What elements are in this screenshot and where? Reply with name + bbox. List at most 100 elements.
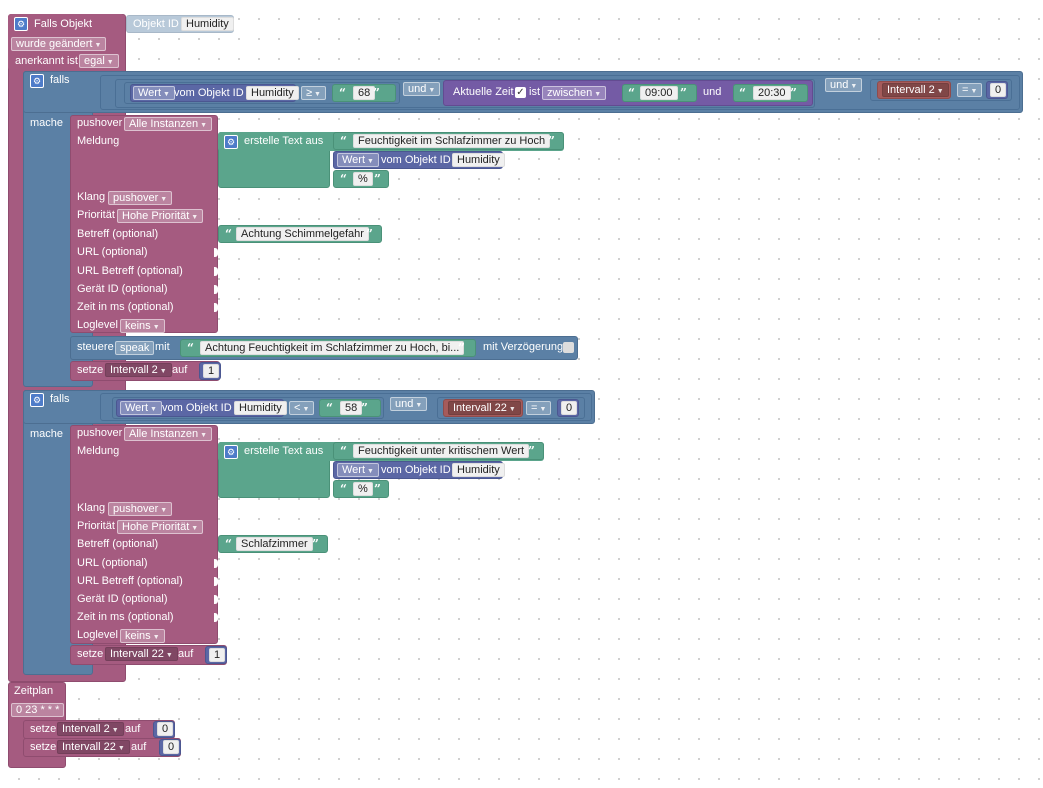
eq-dropdown-1[interactable]: = ▼ <box>957 83 983 97</box>
und-dropdown-1[interactable]: und ▼ <box>403 82 441 96</box>
cron-field[interactable]: 0 23 * * * <box>11 703 65 717</box>
loglevel-dropdown-2[interactable]: keins ▼ <box>120 629 165 643</box>
ack-dropdown[interactable]: egal ▼ <box>79 54 119 68</box>
wert-dropdown-2b[interactable]: Wert ▼ <box>337 463 379 477</box>
url-label: URL (optional) <box>77 246 148 258</box>
objekt-id-field[interactable]: Humidity <box>181 17 234 31</box>
setze-label: setze <box>77 648 104 660</box>
klang-dropdown-1[interactable]: pushover ▼ <box>108 191 173 205</box>
meldung-label: Meldung <box>77 135 120 147</box>
prio-label: Priorität <box>77 209 115 221</box>
pushover-block-1[interactable] <box>70 115 218 333</box>
betreff-label: Betreff (optional) <box>77 228 159 240</box>
verzoegerung-label: mit Verzögerung <box>483 341 564 353</box>
chevron-down-icon: ▼ <box>367 468 374 475</box>
und-dropdown-2[interactable]: und ▼ <box>825 78 863 92</box>
prio-dropdown-2[interactable]: Hohe Priorität ▼ <box>117 520 204 534</box>
operator-dropdown-1[interactable]: ≥ ▼ <box>301 86 326 100</box>
eq-dropdown-2[interactable]: = ▼ <box>526 401 552 415</box>
number-field-1[interactable]: 68 <box>353 86 376 100</box>
gear-icon[interactable]: ⚙ <box>30 74 44 88</box>
number-zero-1[interactable]: 0 <box>990 83 1007 97</box>
changed-dropdown[interactable]: wurde geändert ▼ <box>11 37 107 51</box>
steuere-text-field[interactable]: Achtung Feuchtigkeit im Schlafzimmer zu … <box>200 341 465 355</box>
quote-icon: “ <box>340 482 347 496</box>
setze-var-dropdown-4[interactable]: Intervall 22 ▼ <box>57 740 130 754</box>
klang-dropdown-2[interactable]: pushover ▼ <box>108 502 173 516</box>
vom-objekt-id-label: vom Objekt ID <box>162 402 232 414</box>
prio-dropdown-1[interactable]: Hohe Priorität ▼ <box>117 209 204 223</box>
chevron-down-icon: ▼ <box>152 634 160 641</box>
wert-dropdown-2[interactable]: Wert ▼ <box>120 401 162 415</box>
text-field-2a[interactable]: Feuchtigkeit unter kritischem Wert <box>353 444 530 458</box>
gear-icon[interactable]: ⚙ <box>224 445 238 459</box>
betreff-field-1[interactable]: Achtung Schimmelgefahr <box>236 227 369 241</box>
erstelle-label: erstelle Text aus <box>244 135 324 147</box>
checkbox-icon[interactable] <box>563 342 574 353</box>
number-zero-2[interactable]: 0 <box>561 401 578 415</box>
chevron-down-icon: ▼ <box>302 406 310 413</box>
time-label: Aktuelle Zeit <box>453 86 514 98</box>
quote-icon: ” <box>366 227 373 241</box>
time-end-field[interactable]: 20:30 <box>753 86 791 100</box>
quote-icon: ” <box>312 537 319 551</box>
quote-icon: “ <box>225 537 232 551</box>
objekt-id-field-1[interactable]: Humidity <box>246 86 299 100</box>
loglevel-label: Loglevel <box>77 319 118 331</box>
number-field-2[interactable]: 58 <box>340 401 363 415</box>
objekt-id-field-2[interactable]: Humidity <box>234 401 287 415</box>
setze-var-dropdown-1[interactable]: Intervall 2 ▼ <box>105 363 172 377</box>
setze-value-3[interactable]: 0 <box>157 722 174 736</box>
quote-icon: “ <box>225 227 232 241</box>
steuere-target-dropdown[interactable]: speak <box>115 341 155 355</box>
meldung-label: Meldung <box>77 445 120 457</box>
wert-dropdown-1b[interactable]: Wert ▼ <box>337 153 379 167</box>
variable-block-1[interactable] <box>877 81 951 99</box>
gear-icon[interactable]: ⚙ <box>30 393 44 407</box>
instance-dropdown-2[interactable]: Alle Instanzen ▼ <box>124 427 213 441</box>
operator-dropdown-2[interactable]: < ▼ <box>289 401 315 415</box>
input-connector <box>214 577 218 586</box>
setze-value-1[interactable]: 1 <box>203 364 220 378</box>
text-field-1a[interactable]: Feuchtigkeit im Schlafzimmer zu Hoch <box>353 134 551 148</box>
event-label: Falls Objekt <box>34 18 93 30</box>
instance-dropdown-1[interactable]: Alle Instanzen ▼ <box>124 117 213 131</box>
prio-label: Priorität <box>77 520 115 532</box>
klang-label: Klang <box>77 191 106 203</box>
loglevel-dropdown-1[interactable]: keins ▼ <box>120 319 165 333</box>
zwischen-dropdown[interactable]: zwischen ▼ <box>542 86 607 100</box>
pushover-block-2[interactable] <box>70 425 218 644</box>
input-connector <box>214 613 218 622</box>
checkbox-icon[interactable]: ✓ <box>515 87 526 98</box>
time-start-field[interactable]: 09:00 <box>640 86 678 100</box>
objekt-id-field-1b[interactable]: Humidity <box>452 153 505 167</box>
klang-label: Klang <box>77 502 106 514</box>
quote-icon: ” <box>374 172 381 186</box>
wert-dropdown-1[interactable]: Wert ▼ <box>133 86 175 100</box>
pct-field-2[interactable]: % <box>353 482 373 496</box>
betreff-field-2[interactable]: Schlafzimmer <box>236 537 313 551</box>
auf-label: auf <box>125 723 141 735</box>
setze-value-4[interactable]: 0 <box>163 740 180 754</box>
chevron-down-icon: ▼ <box>152 324 160 331</box>
und-dropdown-3[interactable]: und ▼ <box>390 397 428 411</box>
gear-icon[interactable]: ⚙ <box>224 135 238 149</box>
variable-block-2[interactable] <box>443 399 523 417</box>
objekt-id-field-2b[interactable]: Humidity <box>452 463 505 477</box>
gear-icon[interactable]: ⚙ <box>14 17 28 31</box>
input-connector <box>214 595 218 604</box>
variable-dropdown-2[interactable]: Intervall 22 ▼ <box>448 401 521 415</box>
pct-field-1[interactable]: % <box>353 172 373 186</box>
input-connector <box>214 285 218 294</box>
setze-var-dropdown-2[interactable]: Intervall 22 ▼ <box>105 647 178 661</box>
variable-dropdown-1[interactable]: Intervall 2 ▼ <box>882 83 949 97</box>
chevron-down-icon: ▼ <box>160 196 168 203</box>
quote-icon: “ <box>739 86 746 100</box>
setze-var-dropdown-3[interactable]: Intervall 2 ▼ <box>57 722 124 736</box>
if2-mache-label: mache <box>30 428 64 440</box>
chevron-down-icon: ▼ <box>106 59 114 66</box>
vom-objekt-id-label: vom Objekt ID <box>381 154 451 166</box>
objekt-id-label: Objekt ID <box>133 18 179 30</box>
setze-value-2[interactable]: 1 <box>209 648 226 662</box>
input-connector <box>214 303 218 312</box>
